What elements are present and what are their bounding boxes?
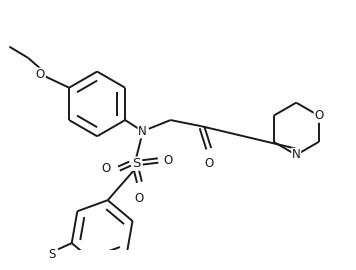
Text: O: O [135,192,144,205]
Text: N: N [292,148,300,161]
Text: O: O [164,154,173,167]
Text: O: O [314,109,324,122]
Text: N: N [138,125,147,138]
Text: S: S [132,157,141,170]
Text: O: O [101,162,110,175]
Text: O: O [36,68,45,81]
Text: O: O [204,157,214,170]
Text: S: S [48,248,56,261]
